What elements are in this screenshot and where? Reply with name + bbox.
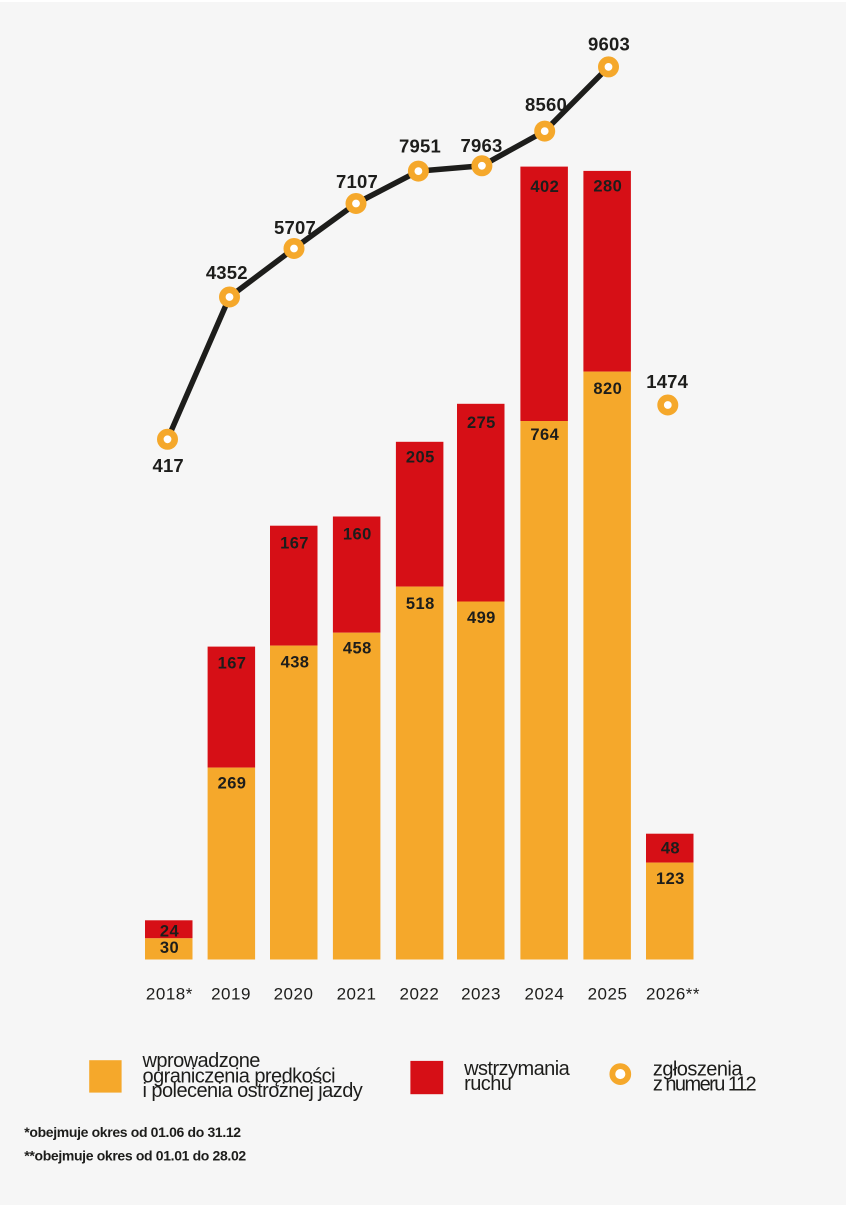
svg-text:2025: 2025 (588, 984, 628, 1003)
svg-text:8560: 8560 (525, 94, 567, 115)
svg-text:wstrzymania: wstrzymania (463, 1058, 571, 1080)
svg-text:7963: 7963 (461, 135, 503, 156)
svg-text:*obejmuje okres od 01.06 do 31: *obejmuje okres od 01.06 do 31.12 (24, 1124, 241, 1140)
svg-text:zgłoszenia: zgłoszenia (653, 1059, 743, 1081)
svg-text:499: 499 (467, 609, 496, 627)
svg-text:764: 764 (530, 426, 559, 444)
svg-text:2019: 2019 (211, 984, 251, 1003)
svg-text:7107: 7107 (336, 171, 378, 192)
svg-text:275: 275 (467, 414, 496, 432)
svg-text:2021: 2021 (337, 984, 377, 1003)
svg-text:2022: 2022 (399, 984, 439, 1003)
svg-text:ruchu: ruchu (464, 1073, 511, 1095)
svg-text:30: 30 (160, 939, 179, 957)
svg-text:167: 167 (280, 535, 309, 553)
svg-text:402: 402 (530, 178, 559, 196)
svg-text:417: 417 (152, 455, 183, 476)
svg-text:9603: 9603 (588, 34, 630, 55)
svg-text:2020: 2020 (274, 984, 314, 1003)
svg-text:123: 123 (656, 870, 685, 888)
svg-text:7951: 7951 (399, 135, 441, 156)
svg-text:518: 518 (406, 595, 435, 613)
svg-text:24: 24 (160, 923, 180, 941)
svg-text:z numeru 112: z numeru 112 (653, 1074, 757, 1096)
svg-text:2026**: 2026** (646, 984, 700, 1003)
svg-text:205: 205 (406, 449, 435, 467)
svg-text:820: 820 (593, 380, 622, 398)
svg-text:5707: 5707 (274, 217, 316, 238)
svg-text:i polecenia ostrożnej jazdy: i polecenia ostrożnej jazdy (143, 1080, 363, 1102)
svg-text:160: 160 (343, 526, 372, 544)
svg-text:48: 48 (661, 840, 680, 858)
svg-text:438: 438 (281, 654, 310, 672)
svg-text:269: 269 (218, 775, 247, 793)
svg-text:2018*: 2018* (146, 984, 193, 1003)
svg-text:4352: 4352 (206, 262, 248, 283)
svg-text:ograniczenia prędkości: ograniczenia prędkości (143, 1066, 336, 1088)
svg-text:wprowadzone: wprowadzone (142, 1050, 261, 1072)
svg-text:458: 458 (343, 639, 372, 657)
svg-text:1474: 1474 (646, 371, 688, 392)
svg-text:**obejmuje okres od 01.01 do 2: **obejmuje okres od 01.01 do 28.02 (24, 1147, 246, 1163)
svg-text:2024: 2024 (524, 984, 564, 1003)
svg-text:2023: 2023 (461, 984, 501, 1003)
svg-text:280: 280 (593, 178, 622, 196)
svg-text:167: 167 (218, 655, 247, 673)
